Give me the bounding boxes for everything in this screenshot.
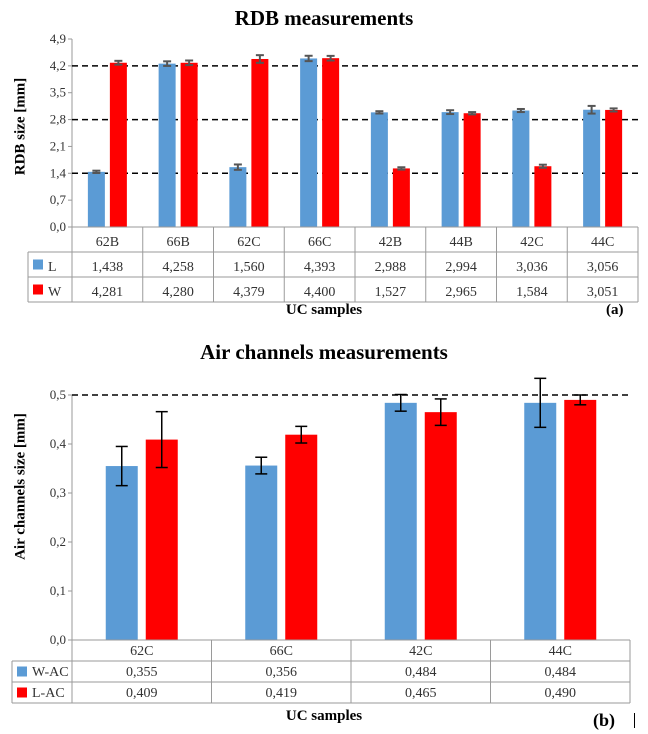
y-tick-label: 0,4	[50, 436, 67, 451]
chart-a-x-axis-label: UC samples	[285, 302, 363, 318]
y-tick-label: 0,3	[50, 485, 66, 500]
y-tick-label: 0,1	[50, 583, 66, 598]
table-cell: 1,584	[516, 285, 548, 300]
bar-w-ac-62c	[105, 466, 138, 640]
table-cell: 1,527	[375, 285, 407, 300]
x-tick-label: 42C	[409, 644, 432, 659]
table-cell: 4,281	[92, 285, 124, 300]
page-edge-mark	[634, 713, 635, 728]
bar-l-66b	[158, 63, 176, 227]
bar-w-66b	[180, 62, 198, 228]
chart-a-title: RDB measurements	[234, 6, 414, 30]
chart-b-title: Air channels measurements	[200, 340, 448, 364]
table-cell: 1,438	[92, 260, 124, 275]
bar-w-66c	[322, 58, 340, 228]
y-tick-label: 0,0	[50, 219, 66, 234]
x-tick-label: 62C	[237, 235, 260, 250]
bar-w-ac-44c	[524, 402, 557, 640]
table-cell: 0,356	[266, 665, 298, 680]
x-tick-label: 44C	[591, 235, 614, 250]
chart-b-panel-tag: (b)	[593, 710, 615, 730]
legend-label-w-ac: W-AC	[32, 665, 69, 680]
table-cell: 0,419	[266, 686, 298, 701]
bar-l-ac-42c	[424, 412, 457, 640]
table-cell: 4,400	[304, 285, 336, 300]
x-tick-label: 62C	[130, 644, 153, 659]
table-cell: 0,465	[405, 686, 437, 701]
table-cell: 0,409	[126, 686, 158, 701]
table-cell: 0,355	[126, 665, 158, 680]
bar-w-62c	[251, 58, 269, 228]
chart-b-x-axis-label: UC samples	[285, 708, 363, 724]
y-tick-label: 0,0	[50, 632, 66, 647]
table-cell: 0,490	[545, 686, 577, 701]
bar-w-62b	[109, 62, 127, 227]
table-cell: 0,484	[405, 665, 437, 680]
legend-label-l-ac: L-AC	[32, 686, 65, 701]
table-cell: 2,965	[445, 285, 477, 300]
y-tick-label: 2,8	[50, 112, 66, 127]
table-cell: 4,393	[304, 260, 336, 275]
x-tick-label: 62B	[96, 235, 119, 250]
bar-l-44c	[583, 109, 601, 227]
legend-label-l: L	[48, 260, 57, 275]
x-tick-label: 66C	[308, 235, 331, 250]
y-tick-label: 0,7	[50, 192, 67, 207]
bar-w-44c	[605, 109, 623, 227]
y-tick-label: 4,9	[50, 31, 66, 46]
y-tick-label: 0,2	[50, 534, 66, 549]
bar-w-44b	[463, 113, 481, 227]
bar-l-66c	[300, 58, 318, 228]
table-cell: 4,258	[162, 260, 194, 275]
bar-l-62b	[87, 171, 105, 227]
bar-l-62c	[229, 167, 247, 227]
table-cell: 2,988	[375, 260, 407, 275]
legend-swatch-w-ac	[17, 666, 27, 677]
chart-a-panel-tag: (a)	[606, 302, 624, 318]
bar-w-42c	[534, 166, 552, 227]
bar-l-ac-66c	[285, 434, 318, 640]
bar-w-ac-42c	[384, 402, 417, 640]
bar-l-42c	[512, 110, 530, 227]
legend-label-w: W	[48, 285, 62, 300]
bar-w-42b	[392, 168, 410, 227]
table-cell: 0,484	[545, 665, 577, 680]
legend-swatch-l	[33, 259, 43, 270]
y-tick-label: 2,1	[50, 138, 66, 153]
table-cell: 3,051	[587, 285, 619, 300]
legend-swatch-w	[33, 284, 43, 295]
x-tick-label: 42B	[379, 235, 402, 250]
bar-l-44b	[441, 112, 459, 227]
bar-w-ac-66c	[245, 465, 278, 640]
x-tick-label: 44C	[549, 644, 572, 659]
x-tick-label: 44B	[449, 235, 472, 250]
bar-l-ac-62c	[145, 439, 178, 640]
y-tick-label: 1,4	[50, 165, 67, 180]
y-tick-label: 4,2	[50, 58, 66, 73]
bar-l-ac-44c	[564, 399, 597, 640]
table-cell: 3,056	[587, 260, 619, 275]
table-cell: 4,379	[233, 285, 265, 300]
x-tick-label: 66B	[166, 235, 189, 250]
x-tick-label: 66C	[270, 644, 293, 659]
table-cell: 4,280	[162, 285, 194, 300]
x-tick-label: 42C	[520, 235, 543, 250]
y-tick-label: 3,5	[50, 85, 66, 100]
legend-swatch-l-ac	[17, 687, 27, 698]
table-cell: 2,994	[445, 260, 477, 275]
y-tick-label: 0,5	[50, 387, 66, 402]
table-cell: 1,560	[233, 260, 265, 275]
table-cell: 3,036	[516, 260, 548, 275]
bar-l-42b	[370, 112, 388, 227]
